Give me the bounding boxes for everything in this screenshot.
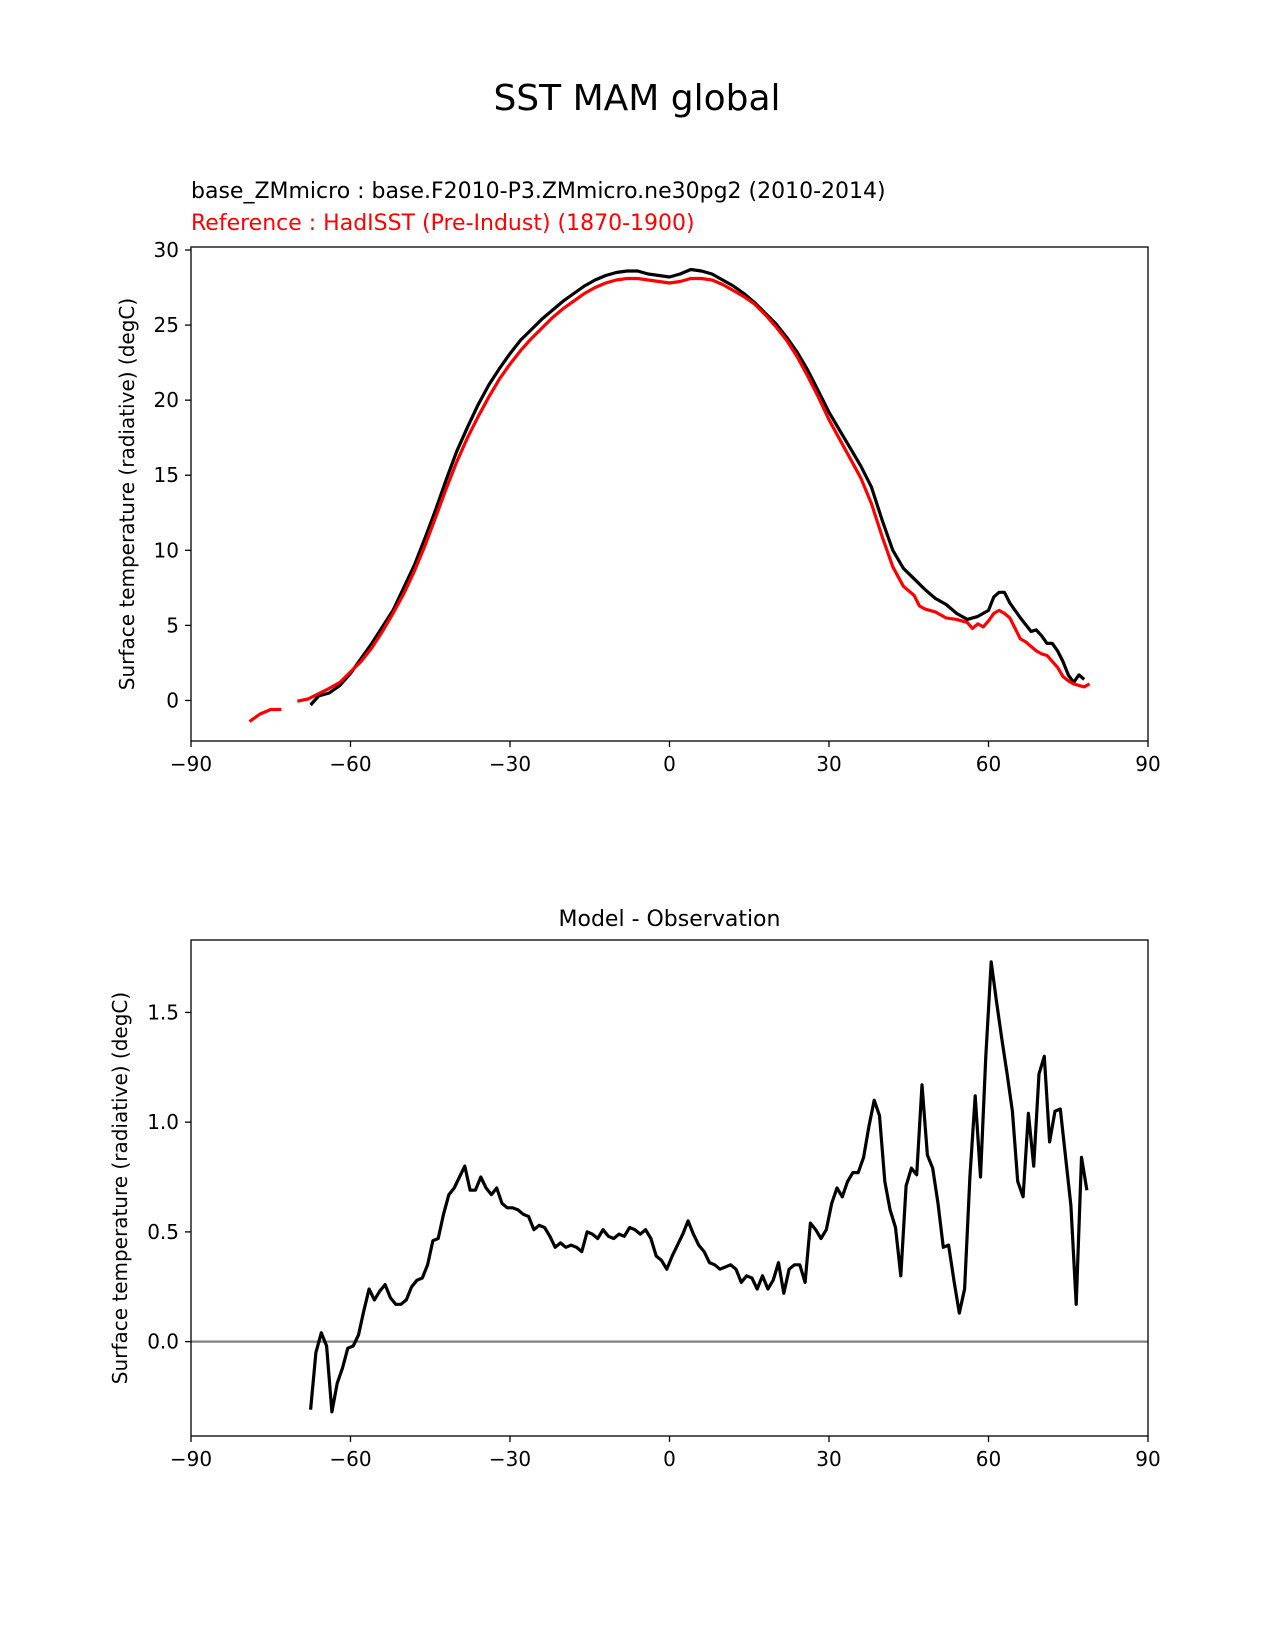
x-tick-label: −90 bbox=[170, 1447, 212, 1471]
x-tick-label: −30 bbox=[489, 752, 531, 776]
y-tick-label: 0.5 bbox=[147, 1220, 179, 1244]
model-label: base_ZMmicro : base.F2010-P3.ZMmicro.ne3… bbox=[191, 179, 886, 204]
bottom-axes: −90 −60 −30 0 30 60 90 0.0 0.5 1.0 1.5 Surface temp… bbox=[108, 907, 1161, 1471]
y-axis-label: Surface temperature (radiative) (degC) bbox=[115, 298, 139, 690]
x-tick-label: 30 bbox=[816, 1447, 841, 1471]
figure-title: SST MAM global bbox=[493, 78, 780, 119]
x-tick-label: 60 bbox=[976, 752, 1001, 776]
y-tick-label: 20 bbox=[154, 388, 179, 412]
x-tick-label: 90 bbox=[1135, 1447, 1160, 1471]
y-tick-label: 15 bbox=[154, 463, 179, 487]
x-tick-label: 0 bbox=[663, 752, 676, 776]
x-tick-label: 90 bbox=[1135, 752, 1160, 776]
x-tick-label: 30 bbox=[816, 752, 841, 776]
y-tick-label: 25 bbox=[154, 313, 179, 337]
reference-label: Reference : HadISST (Pre-Indust) (1870-1… bbox=[191, 211, 695, 236]
y-tick-label: 0.0 bbox=[147, 1330, 179, 1354]
y-tick-label: 0 bbox=[166, 688, 179, 712]
x-tick-label: −90 bbox=[170, 752, 212, 776]
axes-title: Model - Observation bbox=[559, 907, 781, 932]
y-axis-label: Surface temperature (radiative) (degC) bbox=[108, 992, 132, 1384]
series-line-hadisst-pre-indust- bbox=[248, 276, 1091, 723]
x-tick-label: −30 bbox=[489, 1447, 531, 1471]
y-tick-label: 1.5 bbox=[147, 1000, 179, 1024]
axes-frame bbox=[190, 246, 1149, 742]
y-tick-label: 1.0 bbox=[147, 1110, 179, 1134]
y-tick-label: 10 bbox=[154, 538, 179, 562]
x-tick-label: −60 bbox=[329, 1447, 371, 1471]
axes-frame bbox=[190, 939, 1149, 1437]
series-line-0 bbox=[309, 960, 1089, 1414]
y-tick-label: 30 bbox=[154, 238, 179, 262]
top-axes: −90 −60 −30 0 30 60 90 0 5 10 15 20 25 30 Surface temp… bbox=[115, 238, 1161, 776]
y-tick-label: 5 bbox=[166, 613, 179, 637]
series-line-base-zmmicro bbox=[309, 267, 1086, 707]
x-tick-label: 60 bbox=[976, 1447, 1001, 1471]
x-tick-label: −60 bbox=[329, 752, 371, 776]
x-tick-label: 0 bbox=[663, 1447, 676, 1471]
